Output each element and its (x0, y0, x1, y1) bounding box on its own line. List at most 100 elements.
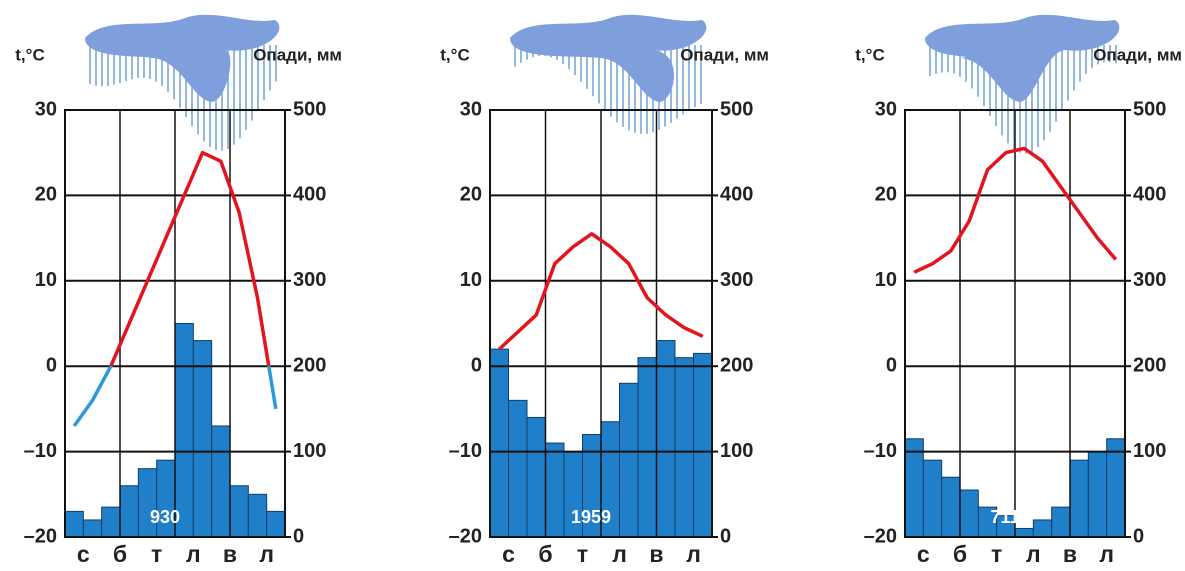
y2-tick-label: 300 (720, 269, 753, 291)
rain-cloud (925, 14, 1120, 103)
y-tick-label: –20 (449, 525, 482, 547)
y-tick-label: 30 (460, 98, 482, 120)
y2-tick-label: 200 (293, 354, 326, 376)
precipitation-bar (247, 493, 268, 538)
y-tick-label: 0 (886, 354, 897, 376)
y2-axis-title: Опади, мм (253, 45, 342, 64)
month-label: л (186, 541, 201, 567)
precipitation-bar (526, 416, 546, 538)
month-label: в (223, 541, 237, 567)
y2-tick-label: 0 (720, 525, 731, 547)
y2-tick-label: 400 (293, 184, 326, 206)
precipitation-bar (119, 485, 139, 538)
precipitation-bar (508, 399, 528, 538)
precipitation-bar (637, 357, 657, 538)
precipitation-total: 711 (990, 507, 1019, 527)
precipitation-bar (266, 510, 286, 538)
y-tick-label: 20 (875, 184, 897, 206)
y2-axis-title: Опади, мм (680, 45, 769, 64)
month-label: б (538, 541, 552, 567)
precipitation-bar (192, 340, 213, 538)
y-tick-label: 20 (460, 184, 482, 206)
y-tick-label: –10 (449, 440, 482, 462)
precipitation-total: 930 (150, 507, 180, 527)
y2-tick-label: 400 (720, 184, 753, 206)
rain-cloud (510, 14, 707, 103)
precipitation-bar (1014, 527, 1034, 538)
month-label: т (151, 541, 162, 567)
y-tick-label: –20 (24, 525, 57, 547)
month-label: б (113, 541, 127, 567)
y2-tick-label: 200 (1133, 354, 1166, 376)
y2-tick-label: 500 (1133, 98, 1166, 120)
y2-axis-title: Опади, мм (1093, 45, 1182, 64)
precipitation-bar (64, 510, 84, 538)
precipitation-bar (619, 382, 639, 538)
precipitation-bar (229, 485, 249, 538)
precipitation-bar (904, 438, 924, 538)
precipitation-bar (101, 506, 121, 538)
month-label: в (1063, 541, 1077, 567)
plot-frame (489, 109, 713, 538)
precipitation-bar (1087, 451, 1108, 538)
y-tick-label: 0 (46, 354, 57, 376)
y2-tick-label: 500 (293, 98, 326, 120)
precipitation-bar (545, 442, 565, 538)
precipitation-bar (174, 323, 194, 538)
month-label: л (259, 541, 274, 567)
month-label: с (77, 541, 90, 567)
precipitation-bar (489, 348, 509, 538)
y2-tick-label: 0 (293, 525, 304, 547)
y-tick-label: 20 (35, 184, 57, 206)
y2-tick-label: 300 (293, 269, 326, 291)
month-label: л (686, 541, 701, 567)
y2-tick-label: 0 (1133, 525, 1144, 547)
y2-tick-label: 100 (720, 440, 753, 462)
y-tick-label: 10 (460, 269, 482, 291)
temperature-line (913, 146, 1118, 274)
month-label: с (917, 541, 930, 567)
precipitation-bar (82, 519, 103, 538)
y2-tick-label: 300 (1133, 269, 1166, 291)
month-label: л (612, 541, 627, 567)
precipitation-bar (1069, 459, 1089, 538)
temperature-line (72, 150, 278, 427)
precipitation-bar (941, 476, 961, 538)
y2-tick-label: 400 (1133, 184, 1166, 206)
month-label: л (1026, 541, 1041, 567)
month-label: с (502, 541, 515, 567)
precipitation-bar (922, 459, 943, 538)
plot-frame (64, 109, 286, 538)
y-axis-title: t,°C (440, 45, 469, 64)
y-tick-label: 10 (35, 269, 57, 291)
precipitation-bar (959, 489, 979, 538)
precipitation-bar (1032, 519, 1053, 538)
month-label: в (649, 541, 663, 567)
month-label: б (953, 541, 967, 567)
y-tick-label: 30 (875, 98, 897, 120)
temperature-line (498, 232, 704, 351)
month-label: л (1099, 541, 1114, 567)
y-tick-label: 0 (471, 354, 482, 376)
y-axis-title: t,°C (855, 45, 884, 64)
precipitation-bar (1051, 506, 1071, 538)
precipitation-bar (1106, 438, 1126, 538)
y2-tick-label: 500 (720, 98, 753, 120)
y-tick-label: –10 (24, 440, 57, 462)
plot-frame (904, 109, 1126, 538)
y2-tick-label: 100 (293, 440, 326, 462)
precipitation-bar (674, 357, 694, 538)
precipitation-bar (693, 352, 713, 538)
precipitation-bar (137, 468, 158, 538)
y-tick-label: 30 (35, 98, 57, 120)
y-tick-label: –10 (864, 440, 897, 462)
precipitation-total: 1959 (571, 507, 611, 527)
precipitation-bar (656, 340, 676, 538)
y-axis-title: t,°C (15, 45, 44, 64)
y-tick-label: 10 (875, 269, 897, 291)
precipitation-bar (211, 425, 231, 538)
